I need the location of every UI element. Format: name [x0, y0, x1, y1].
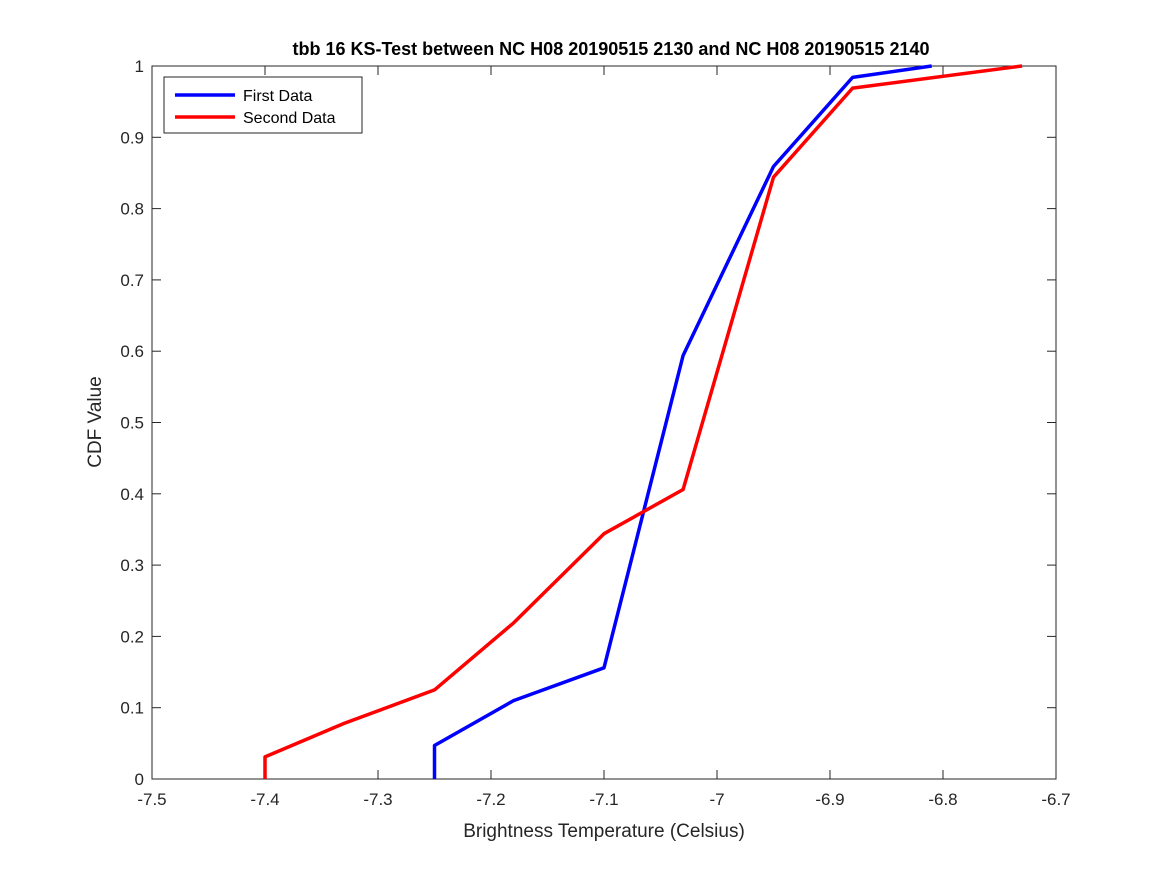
y-tick-label: 1: [135, 57, 144, 76]
y-tick-label: 0.4: [120, 485, 144, 504]
y-tick-label: 0: [135, 770, 144, 789]
x-axis-label: Brightness Temperature (Celsius): [463, 821, 745, 842]
y-tick-label: 0.9: [120, 128, 144, 147]
y-tick-label: 0.2: [120, 627, 144, 646]
x-tick-label: -6.7: [1041, 790, 1070, 809]
x-tick-label: -6.8: [928, 790, 957, 809]
x-tick-label: -7.1: [589, 790, 618, 809]
y-axis-label: CDF Value: [85, 376, 106, 468]
x-tick-label: -7.2: [476, 790, 505, 809]
series-lines: [263, 64, 1023, 779]
axis-ticks: [151, 65, 1057, 780]
x-tick-label: -7.3: [363, 790, 392, 809]
chart-title: tbb 16 KS-Test between NC H08 20190515 2…: [292, 39, 929, 59]
y-tick-label: 0.6: [120, 342, 144, 361]
x-tick-label: -7.4: [250, 790, 279, 809]
x-tick-label: -7: [709, 790, 724, 809]
legend-label-first-data: First Data: [243, 88, 312, 105]
legend-label-second-data: Second Data: [243, 110, 336, 127]
y-tick-label: 0.8: [120, 200, 144, 219]
x-tick-label: -7.5: [137, 790, 166, 809]
y-tick-label: 0.1: [120, 699, 144, 718]
legend: First Data Second Data: [163, 76, 363, 134]
y-tick-label: 0.7: [120, 271, 144, 290]
series-line-second-data: [263, 64, 1023, 779]
x-tick-label: -6.9: [815, 790, 844, 809]
axis-tick-labels: -7.5 -7.4 -7.3 -7.2 -7.1 -7 -6.9 -6.8 -6.7 0 0.1 0.…: [120, 57, 1070, 809]
y-tick-label: 0.3: [120, 556, 144, 575]
plot-area: [151, 65, 1057, 780]
y-tick-label: 0.5: [120, 414, 144, 433]
legend-box: [163, 76, 363, 134]
